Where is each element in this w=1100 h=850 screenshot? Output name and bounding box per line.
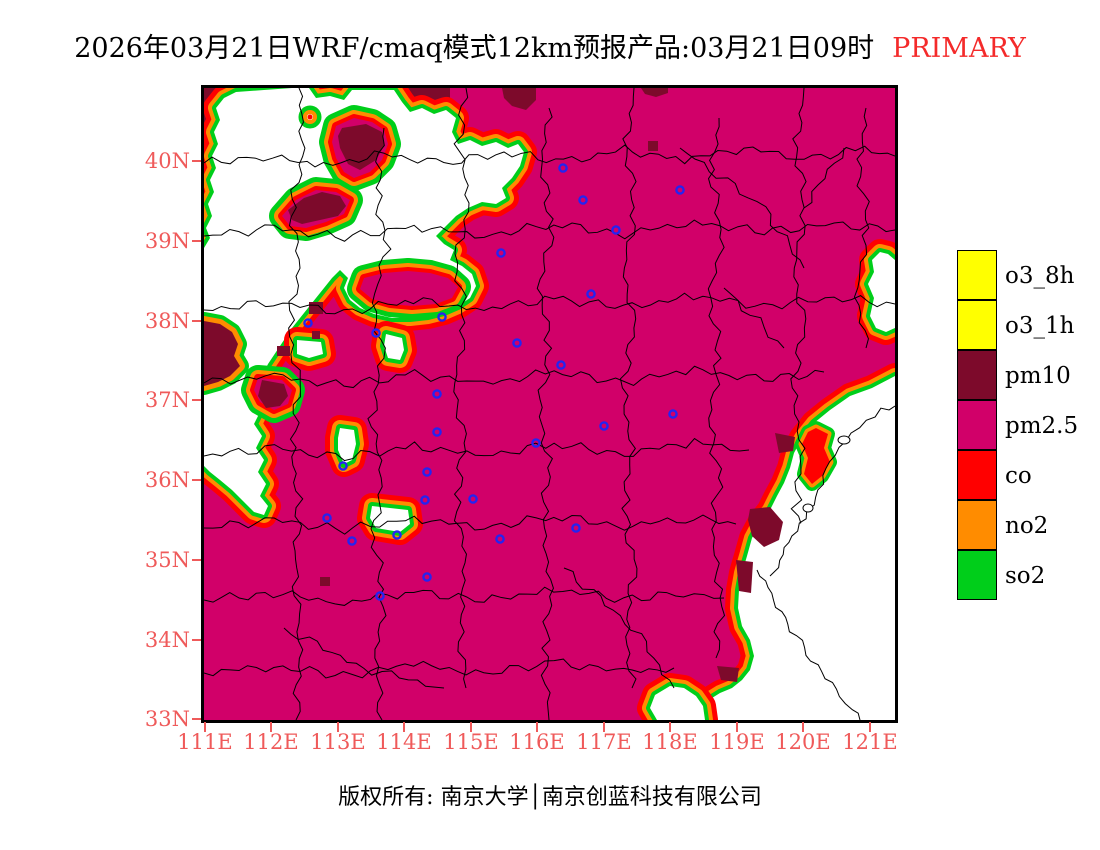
lon-tick bbox=[802, 722, 804, 732]
legend-item: pm2.5 bbox=[957, 400, 1100, 450]
forecast-map bbox=[201, 85, 898, 723]
station-marker bbox=[586, 289, 596, 299]
lat-label: 38N bbox=[144, 309, 190, 333]
lat-tick bbox=[192, 479, 201, 481]
legend-swatch-pm2.5 bbox=[957, 400, 997, 450]
legend-swatch-pm10 bbox=[957, 350, 997, 400]
pollutant-raster-map bbox=[204, 88, 895, 720]
lon-tick bbox=[470, 722, 472, 732]
station-marker bbox=[668, 409, 678, 419]
station-marker bbox=[422, 572, 432, 582]
legend-item: co bbox=[957, 450, 1100, 500]
lon-label: 119E bbox=[709, 730, 765, 754]
legend-label: co bbox=[1005, 463, 1032, 489]
lat-label: 36N bbox=[144, 468, 190, 492]
page-title: 2026年03月21日WRF/cmaq模式12km预报产品:03月21日09时 P… bbox=[74, 26, 1026, 65]
station-marker bbox=[571, 523, 581, 533]
station-marker bbox=[303, 318, 313, 328]
legend-label: pm2.5 bbox=[1005, 413, 1079, 439]
station-marker bbox=[375, 591, 385, 601]
lon-tick bbox=[337, 722, 339, 732]
lon-tick bbox=[204, 722, 206, 732]
lon-tick bbox=[869, 722, 871, 732]
station-marker bbox=[599, 421, 609, 431]
legend-label: o3_1h bbox=[1005, 313, 1075, 339]
lat-tick bbox=[192, 320, 201, 322]
station-marker bbox=[347, 536, 357, 546]
legend-swatch-so2 bbox=[957, 550, 997, 600]
lat-label: 39N bbox=[144, 229, 190, 253]
lon-label: 121E bbox=[842, 730, 898, 754]
station-marker bbox=[496, 248, 506, 258]
station-marker bbox=[468, 494, 478, 504]
station-marker bbox=[420, 495, 430, 505]
station-marker bbox=[338, 461, 348, 471]
station-marker bbox=[578, 195, 588, 205]
station-marker bbox=[392, 530, 402, 540]
lon-tick bbox=[403, 722, 405, 732]
lon-label: 117E bbox=[576, 730, 632, 754]
legend-swatch-co bbox=[957, 450, 997, 500]
station-marker bbox=[437, 312, 447, 322]
station-marker bbox=[422, 467, 432, 477]
lon-tick bbox=[603, 722, 605, 732]
lat-label: 40N bbox=[144, 149, 190, 173]
station-marker bbox=[675, 185, 685, 195]
legend-item: o3_1h bbox=[957, 300, 1100, 350]
title-text: 2026年03月21日WRF/cmaq模式12km预报产品:03月21日09时 bbox=[74, 33, 875, 64]
legend-label: pm10 bbox=[1005, 363, 1071, 389]
lat-label: 35N bbox=[144, 548, 190, 572]
legend-item: no2 bbox=[957, 500, 1100, 550]
station-markers bbox=[303, 163, 685, 601]
lon-label: 115E bbox=[443, 730, 499, 754]
lat-label: 37N bbox=[144, 388, 190, 412]
legend-item: so2 bbox=[957, 550, 1100, 600]
legend-item: o3_8h bbox=[957, 250, 1100, 300]
station-marker bbox=[611, 225, 621, 235]
lat-tick bbox=[192, 559, 201, 561]
lon-tick bbox=[669, 722, 671, 732]
station-marker bbox=[556, 360, 566, 370]
legend-swatch-o3_1h bbox=[957, 300, 997, 350]
station-marker bbox=[531, 438, 541, 448]
title-primary-pollutant: PRIMARY bbox=[892, 33, 1026, 64]
lon-label: 111E bbox=[177, 730, 233, 754]
lon-label: 112E bbox=[243, 730, 299, 754]
copyright-caption: 版权所有: 南京大学│南京创蓝科技有限公司 bbox=[338, 785, 762, 810]
lon-label: 113E bbox=[310, 730, 366, 754]
lon-label: 114E bbox=[376, 730, 432, 754]
legend-label: so2 bbox=[1005, 563, 1046, 589]
lon-tick bbox=[270, 722, 272, 732]
lon-tick bbox=[536, 722, 538, 732]
legend-swatch-o3_8h bbox=[957, 250, 997, 300]
station-marker bbox=[371, 328, 381, 338]
station-marker bbox=[432, 427, 442, 437]
station-marker bbox=[495, 534, 505, 544]
lat-tick bbox=[192, 639, 201, 641]
legend-swatch-no2 bbox=[957, 500, 997, 550]
lat-tick bbox=[192, 240, 201, 242]
lat-tick bbox=[192, 160, 201, 162]
lon-label: 118E bbox=[642, 730, 698, 754]
lon-tick bbox=[736, 722, 738, 732]
legend-label: o3_8h bbox=[1005, 263, 1075, 289]
legend-item: pm10 bbox=[957, 350, 1100, 400]
lat-tick bbox=[192, 718, 201, 720]
lon-label: 116E bbox=[509, 730, 565, 754]
station-marker bbox=[558, 163, 568, 173]
legend-label: no2 bbox=[1005, 513, 1049, 539]
station-marker bbox=[432, 389, 442, 399]
lon-label: 120E bbox=[775, 730, 831, 754]
lat-tick bbox=[192, 399, 201, 401]
station-marker bbox=[512, 338, 522, 348]
lat-label: 34N bbox=[144, 628, 190, 652]
lat-label: 33N bbox=[144, 707, 190, 731]
station-marker bbox=[322, 513, 332, 523]
